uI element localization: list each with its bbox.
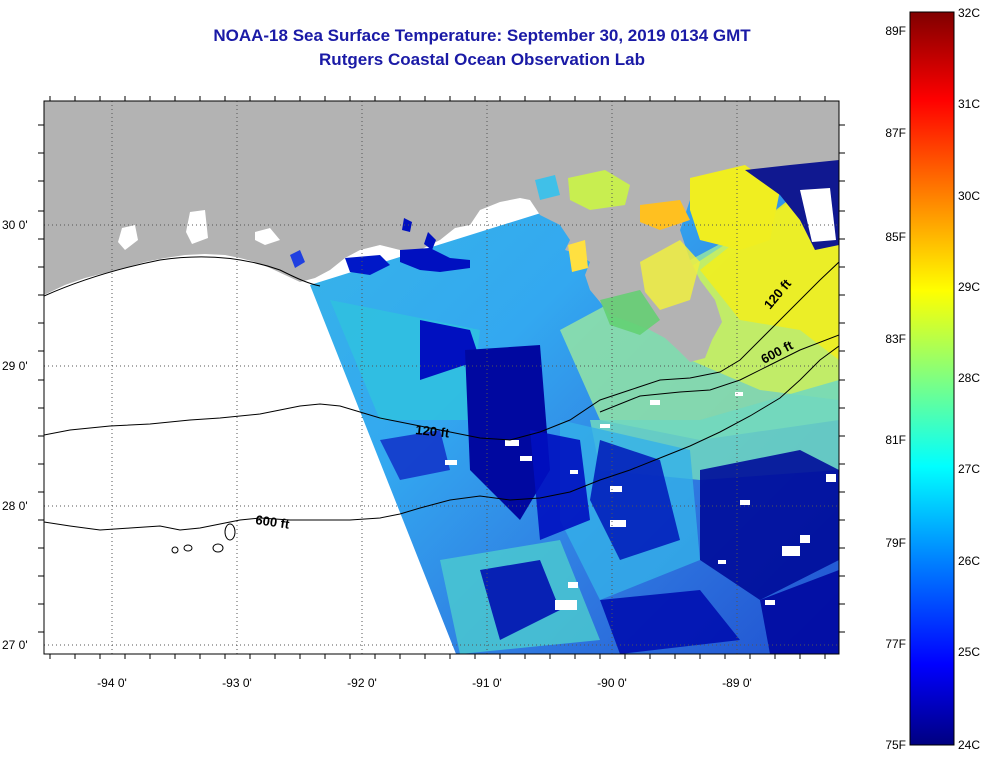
isobath-label-120-mid: 120 ft: [415, 422, 451, 441]
graticule: [44, 101, 839, 654]
colorbar-f-label: 79F: [885, 536, 906, 550]
colorbar-c-label: 24C: [958, 738, 980, 752]
colorbar-f-label: 75F: [885, 738, 906, 752]
colorbar-c-label: 27C: [958, 462, 980, 476]
colorbar-c-label: 26C: [958, 554, 980, 568]
lat-tick-label: 28 0': [2, 499, 28, 513]
map-frame: [43, 100, 840, 655]
map-subtitle: Rutgers Coastal Ocean Observation Lab: [319, 50, 645, 69]
map-title: NOAA-18 Sea Surface Temperature: Septemb…: [213, 26, 751, 45]
colorbar: [909, 11, 955, 746]
coastal-water-features: [118, 160, 839, 335]
isobath-contours: [44, 261, 839, 554]
lon-tick-label: -89 0': [722, 676, 752, 690]
colorbar-c-label: 30C: [958, 189, 980, 203]
lon-tick-label: -92 0': [347, 676, 377, 690]
colorbar-c-label: 31C: [958, 97, 980, 111]
frame-ticks: [38, 96, 845, 659]
lon-tick-label: -94 0': [97, 676, 127, 690]
lat-tick-label: 27 0': [2, 638, 28, 652]
colorbar-f-label: 81F: [885, 433, 906, 447]
lon-tick-label: -90 0': [597, 676, 627, 690]
colorbar-c-label: 29C: [958, 280, 980, 294]
lon-tick-label: -91 0': [472, 676, 502, 690]
cloud-patches: [445, 392, 836, 610]
lat-tick-label: 30 0': [2, 218, 28, 232]
map-area: 600 ft 120 ft 120 ft 600 ft: [44, 101, 839, 654]
colorbar-f-label: 83F: [885, 332, 906, 346]
lat-tick-label: 29 0': [2, 359, 28, 373]
longitude-labels: -94 0' -93 0' -92 0' -91 0' -90 0' -89 0…: [97, 676, 752, 690]
colorbar-f-label: 87F: [885, 126, 906, 140]
colorbar-celsius-labels: 32C 31C 30C 29C 28C 27C 26C 25C 24C: [958, 6, 980, 752]
colorbar-f-label: 89F: [885, 24, 906, 38]
colorbar-c-label: 28C: [958, 371, 980, 385]
colorbar-c-label: 32C: [958, 6, 980, 20]
colorbar-f-label: 85F: [885, 230, 906, 244]
lon-tick-label: -93 0': [222, 676, 252, 690]
colorbar-fahrenheit-labels: 89F 87F 85F 83F 81F 79F 77F 75F: [885, 24, 906, 752]
colorbar-f-label: 77F: [885, 637, 906, 651]
isobath-label-600-west: 600 ft: [255, 512, 291, 532]
latitude-labels: 30 0' 29 0' 28 0' 27 0': [2, 218, 28, 652]
colorbar-c-label: 25C: [958, 645, 980, 659]
